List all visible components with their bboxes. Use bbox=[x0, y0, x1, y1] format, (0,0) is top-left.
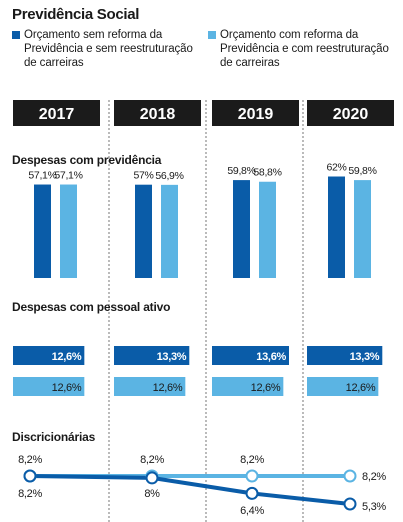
label-discricionarias-com-2017: 8,2% bbox=[18, 454, 42, 466]
bar-pessoal-sem-2019 bbox=[212, 346, 289, 365]
bar-previdencia-com-2018 bbox=[161, 184, 178, 278]
label-pessoal-com-2018: 12,6% bbox=[153, 382, 183, 394]
year-label-2020: 2020 bbox=[333, 106, 369, 123]
bar-previdencia-com-2020 bbox=[354, 180, 371, 278]
label-pessoal-sem-2020: 13,3% bbox=[350, 351, 380, 363]
label-previdencia-com-2018: 56,9% bbox=[155, 170, 183, 182]
label-previdencia-sem-2019: 59,8% bbox=[227, 165, 255, 177]
label-discricionarias-com-2019: 8,2% bbox=[240, 454, 264, 466]
label-previdencia-com-2017: 57,1% bbox=[54, 170, 82, 182]
label-previdencia-sem-2018: 57% bbox=[133, 170, 153, 182]
bar-pessoal-com-2020 bbox=[307, 377, 379, 396]
legend-label-sem-reforma: Orçamento sem reforma da Previdência e s… bbox=[24, 29, 193, 69]
year-label-2019: 2019 bbox=[238, 106, 274, 123]
year-label-2018: 2018 bbox=[140, 106, 176, 123]
panel-title-2: Despesas com pessoal ativo bbox=[12, 300, 170, 314]
label-pessoal-com-2020: 12,6% bbox=[346, 382, 376, 394]
bar-previdencia-sem-2018 bbox=[135, 184, 152, 278]
label-discricionarias-sem-2019: 6,4% bbox=[240, 505, 264, 517]
bar-previdencia-sem-2020 bbox=[328, 176, 345, 278]
label-discricionarias-sem-2017: 8,2% bbox=[18, 488, 42, 500]
label-pessoal-sem-2019: 13,6% bbox=[256, 351, 286, 363]
year-header-2019 bbox=[212, 100, 299, 126]
bar-pessoal-com-2018 bbox=[114, 377, 186, 396]
legend-swatch-com-reforma bbox=[208, 31, 216, 39]
bar-pessoal-sem-2020 bbox=[307, 346, 383, 365]
bar-pessoal-com-2017 bbox=[13, 377, 85, 396]
bar-pessoal-com-2019 bbox=[212, 377, 284, 396]
point-discricionarias-com-2019 bbox=[245, 469, 259, 483]
chart-title: Previdência Social bbox=[12, 6, 140, 23]
label-pessoal-sem-2017: 12,6% bbox=[52, 351, 82, 363]
point-discricionarias-sem-2017 bbox=[23, 469, 37, 483]
point-discricionarias-com-2020 bbox=[343, 469, 357, 483]
year-header-2020 bbox=[307, 100, 394, 126]
label-discricionarias-sem-2018: 8% bbox=[144, 488, 160, 500]
legend-label-com-reforma: Orçamento com reforma da Previdência e c… bbox=[220, 29, 389, 69]
bar-previdencia-com-2019 bbox=[259, 181, 276, 278]
bar-previdencia-sem-2019 bbox=[233, 180, 250, 278]
point-discricionarias-sem-2020 bbox=[343, 497, 357, 511]
point-discricionarias-sem-2019 bbox=[245, 486, 259, 500]
label-previdencia-com-2019: 58,8% bbox=[253, 167, 281, 179]
label-pessoal-com-2019: 12,6% bbox=[251, 382, 281, 394]
line-discricionarias-sem bbox=[29, 474, 351, 506]
label-pessoal-sem-2018: 13,3% bbox=[157, 351, 187, 363]
label-previdencia-sem-2020: 62% bbox=[326, 162, 346, 174]
label-pessoal-com-2017: 12,6% bbox=[52, 382, 82, 394]
label-discricionarias-com-2018: 8,2% bbox=[140, 454, 164, 466]
year-header-2017 bbox=[13, 100, 100, 126]
bar-pessoal-sem-2018 bbox=[114, 346, 190, 365]
year-label-2017: 2017 bbox=[39, 106, 75, 123]
label-discricionarias-com-2020: 8,2% bbox=[362, 471, 386, 483]
panel-title-1: Despesas com previdência bbox=[12, 153, 162, 167]
year-header-2018 bbox=[114, 100, 201, 126]
label-discricionarias-sem-2020: 5,3% bbox=[362, 501, 386, 513]
legend-swatch-sem-reforma bbox=[12, 31, 20, 39]
bar-previdencia-com-2017 bbox=[60, 184, 77, 278]
label-previdencia-sem-2017: 57,1% bbox=[28, 170, 56, 182]
panel-title-3: Discricionárias bbox=[12, 430, 96, 444]
label-previdencia-com-2020: 59,8% bbox=[348, 165, 376, 177]
point-discricionarias-sem-2018 bbox=[145, 471, 159, 485]
bar-pessoal-sem-2017 bbox=[13, 346, 85, 365]
bar-previdencia-sem-2017 bbox=[34, 184, 51, 278]
